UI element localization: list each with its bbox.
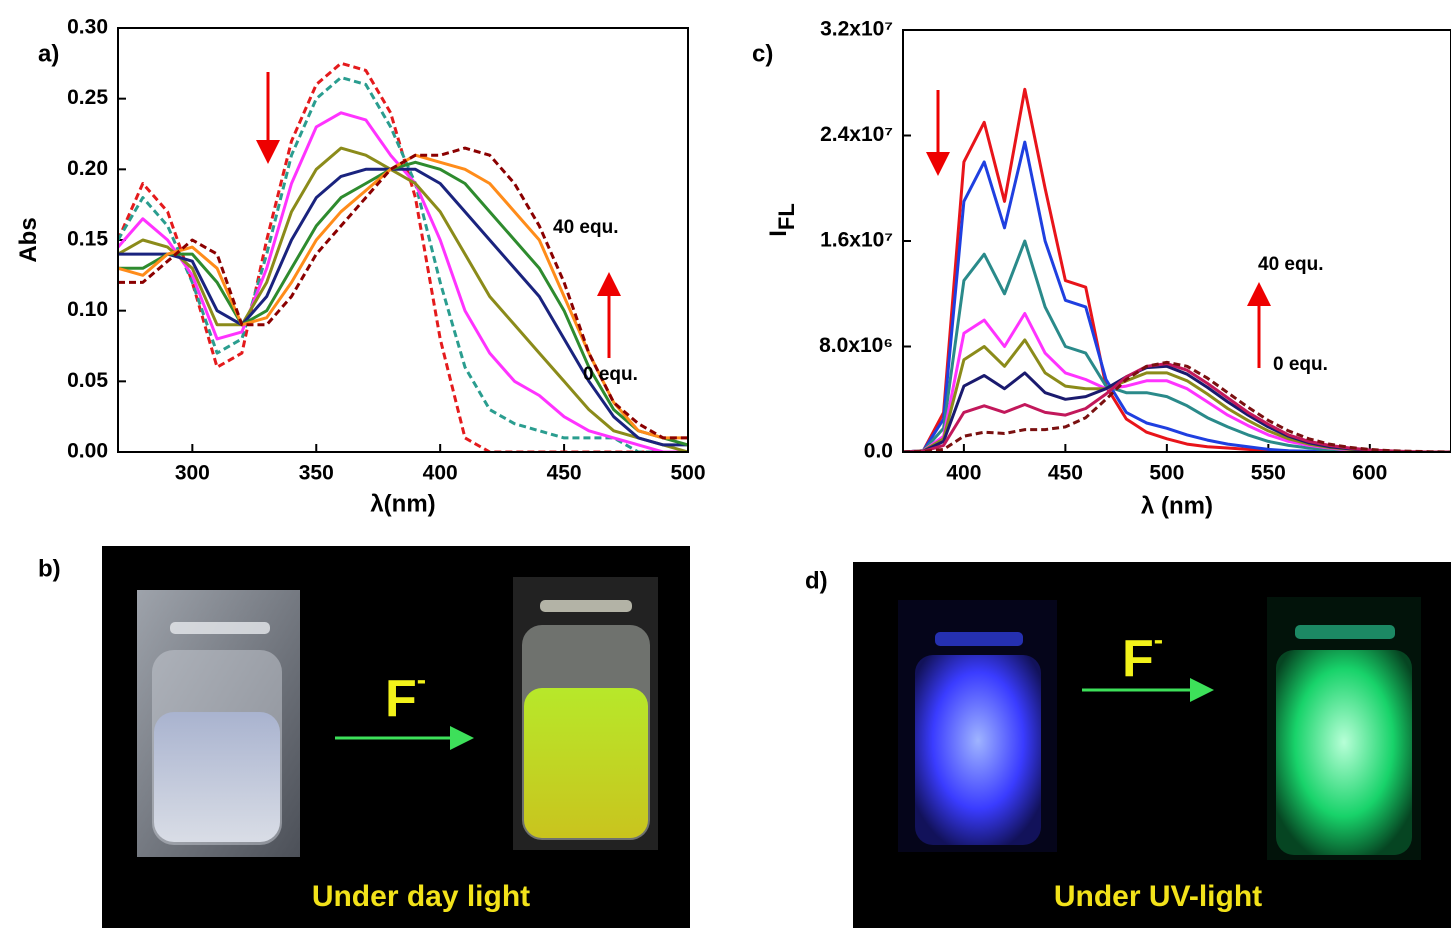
- y-tick-label: 1.6x10⁷: [820, 229, 893, 252]
- annotation: 0 equ.: [1273, 354, 1328, 375]
- annotation: 40 equ.: [1258, 254, 1323, 275]
- y-tick-label: 0.0: [864, 440, 893, 463]
- y-tick-label: 0.00: [67, 440, 108, 463]
- plot-frame: [903, 30, 1451, 452]
- x-axis-label: λ (nm): [1141, 492, 1213, 519]
- y-tick-label: 0.15: [67, 228, 108, 251]
- x-tick-label: 450: [1048, 462, 1083, 485]
- x-tick-label: 500: [670, 462, 705, 485]
- vial-photo: [898, 600, 1057, 852]
- data-line: [903, 366, 1451, 452]
- data-line: [903, 340, 1451, 452]
- ion-charge: -: [417, 664, 426, 695]
- y-tick-label: 0.30: [67, 16, 108, 39]
- panel-label: d): [805, 567, 828, 594]
- y-axis-label-main: I: [765, 230, 792, 237]
- y-axis-label-sub: FL: [774, 203, 799, 230]
- y-axis-label: IFL: [765, 203, 798, 237]
- x-tick-label: 300: [175, 462, 210, 485]
- vial-photo: [137, 590, 300, 857]
- ion-charge: -: [1154, 624, 1163, 655]
- panel-label: b): [38, 555, 61, 582]
- x-tick-label: 450: [547, 462, 582, 485]
- panel-label: c): [752, 40, 773, 67]
- photo-caption: Under day light: [312, 880, 530, 913]
- ion: F: [1122, 630, 1154, 688]
- x-tick-label: 550: [1251, 462, 1286, 485]
- x-tick-label: 350: [299, 462, 334, 485]
- y-tick-label: 3.2x10⁷: [820, 18, 893, 41]
- y-tick-label: 2.4x10⁷: [820, 123, 893, 146]
- figure: b) F- Under day light d) F- Under UV-lig…: [0, 0, 1451, 928]
- x-axis-label: λ(nm): [370, 490, 435, 517]
- x-tick-label: 400: [423, 462, 458, 485]
- y-tick-label: 0.25: [67, 86, 108, 109]
- y-axis-label: Abs: [15, 217, 42, 262]
- x-tick-label: 400: [946, 462, 981, 485]
- vial-photo: [513, 577, 658, 850]
- y-tick-label: 0.05: [67, 369, 108, 392]
- vial-photo: [1267, 597, 1421, 860]
- x-tick-label: 500: [1149, 462, 1184, 485]
- annotation: 0 equ.: [583, 364, 638, 385]
- y-tick-label: 0.10: [67, 298, 108, 321]
- y-tick-label: 8.0x10⁶: [819, 334, 893, 357]
- x-tick-label: 600: [1352, 462, 1387, 485]
- ion: F: [385, 670, 417, 728]
- photo-caption: Under UV-light: [1054, 880, 1262, 913]
- panel-label: a): [38, 40, 59, 67]
- data-line: [903, 89, 1451, 452]
- annotation: 40 equ.: [553, 217, 618, 238]
- y-axis-label-main: Abs: [15, 217, 42, 262]
- y-tick-label: 0.20: [67, 157, 108, 180]
